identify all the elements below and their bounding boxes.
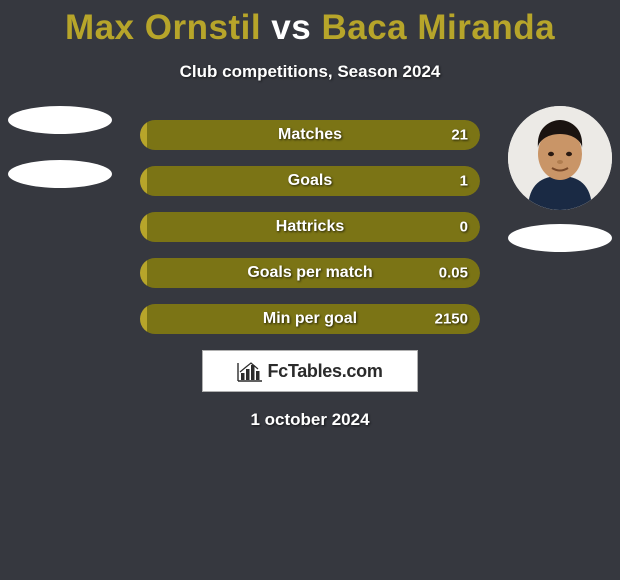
stat-bar-row: Goals 1 (140, 166, 480, 196)
stat-bar-value-right: 0 (460, 219, 468, 236)
player-right-avatar-block (508, 106, 612, 252)
stat-bar-left (140, 212, 147, 242)
stat-bar-row: Goals per match 0.05 (140, 258, 480, 288)
subtitle: Club competitions, Season 2024 (0, 62, 620, 82)
stat-bars: Matches 21 Goals 1 Hattricks 0 Goals per match… (140, 120, 480, 334)
stat-bar-row: Hattricks 0 (140, 212, 480, 242)
stat-bar-label: Min per goal (263, 310, 357, 328)
stat-bar-label: Goals per match (247, 264, 372, 282)
stat-bar-left (140, 120, 147, 150)
vs-text: vs (271, 8, 311, 47)
stat-bar-row: Min per goal 2150 (140, 304, 480, 334)
stat-bar-left (140, 166, 147, 196)
logo-text: FcTables.com (267, 361, 382, 382)
stat-bar-label: Goals (288, 172, 332, 190)
stat-bar-row: Matches 21 (140, 120, 480, 150)
comparison-content: Matches 21 Goals 1 Hattricks 0 Goals per match… (0, 120, 620, 334)
player2-name: Baca Miranda (321, 8, 555, 47)
player1-avatar-placeholder-2 (8, 160, 112, 188)
stat-bar-value-right: 2150 (435, 311, 468, 328)
player1-avatar-placeholder-1 (8, 106, 112, 134)
bar-chart-icon (237, 360, 263, 382)
player-left-avatar-block (8, 106, 112, 188)
stat-bar-value-right: 0.05 (439, 265, 468, 282)
stat-bar-value-right: 21 (451, 127, 468, 144)
stat-bar-left (140, 258, 147, 288)
stat-bar-label: Matches (278, 126, 342, 144)
stat-bar-value-right: 1 (460, 173, 468, 190)
stat-bar-left (140, 304, 147, 334)
source-logo: FcTables.com (202, 350, 418, 392)
player2-avatar (508, 106, 612, 210)
avatar-icon (508, 106, 612, 210)
date-text: 1 october 2024 (0, 410, 620, 430)
player2-avatar-placeholder (508, 224, 612, 252)
player1-name: Max Ornstil (65, 8, 261, 47)
comparison-title: Max Ornstil vs Baca Miranda (0, 0, 620, 48)
stat-bar-label: Hattricks (276, 218, 344, 236)
